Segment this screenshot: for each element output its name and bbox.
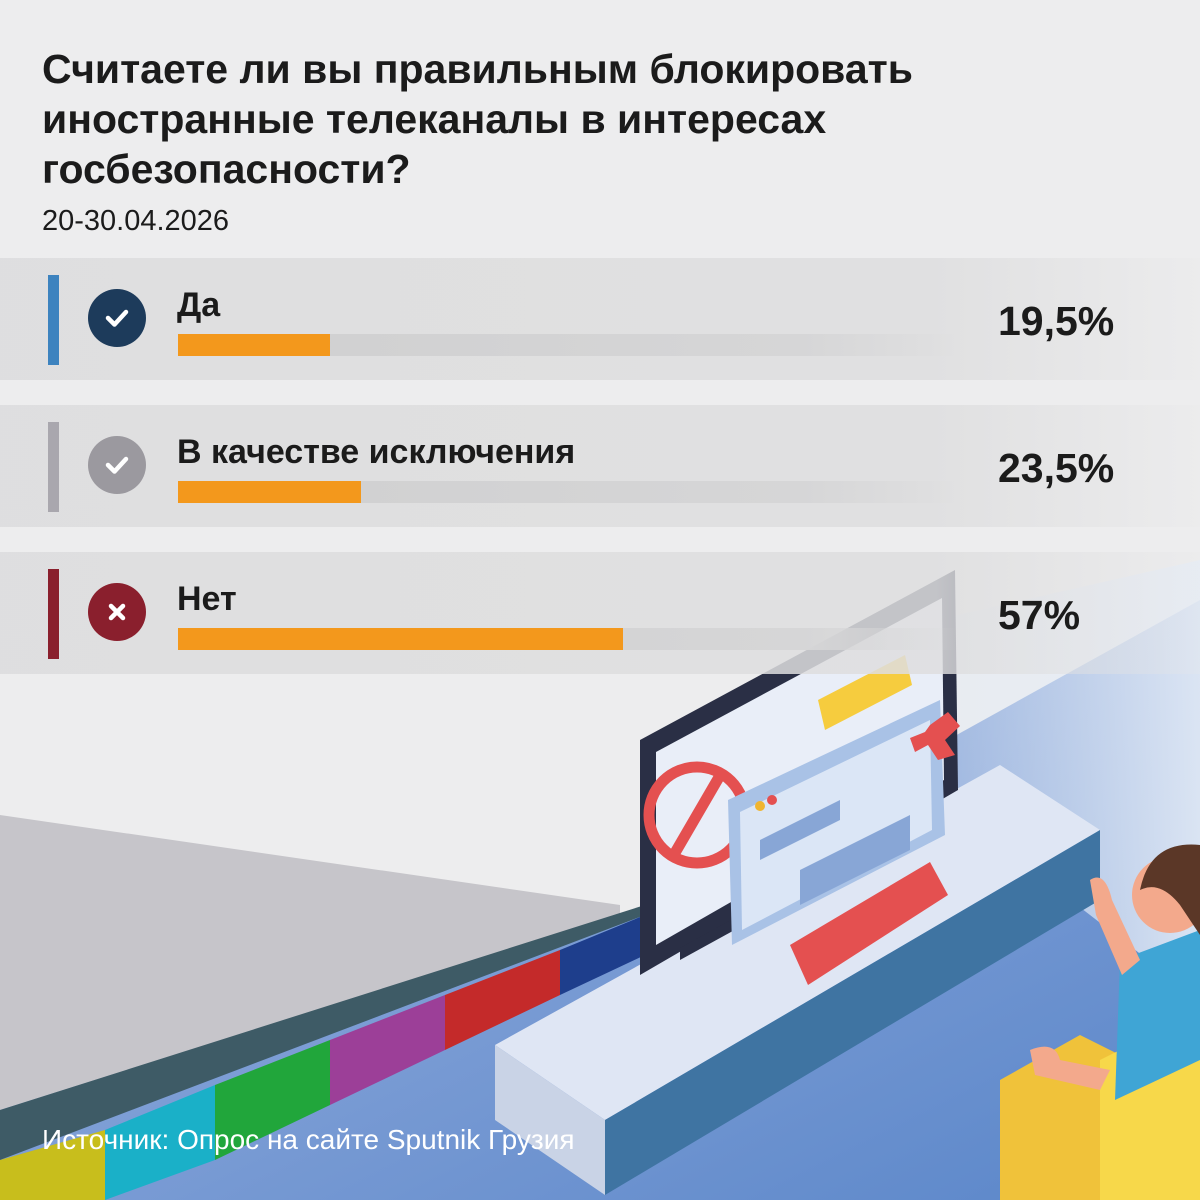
chart-title: Считаете ли вы правильным блокировать ин… — [42, 44, 1122, 194]
color-stripes — [0, 905, 645, 1200]
row-background — [0, 405, 1200, 527]
result-row-no: Нет 57% — [0, 552, 1200, 674]
result-row-exception: В качестве исключения 23,5% — [0, 405, 1200, 527]
person-illustration — [1000, 844, 1200, 1200]
bar-category-label: Да — [177, 286, 221, 324]
bar-value-label: 57% — [998, 592, 1081, 638]
title-line: госбезопасности? — [42, 146, 411, 192]
bar-value-label: 19,5% — [998, 298, 1115, 344]
check-icon — [88, 436, 146, 494]
row-accent — [48, 569, 59, 659]
source-note: Источник: Опрос на сайте Sputnik Грузия — [42, 1124, 575, 1155]
bar-value-label: 23,5% — [998, 445, 1115, 491]
row-accent — [48, 275, 59, 365]
results-chart: Да 19,5% В качестве исключения 23,5% Нет… — [0, 258, 1200, 699]
cross-icon — [88, 583, 146, 641]
bar — [178, 481, 361, 503]
title-line: иностранные телеканалы в интересах — [42, 96, 827, 142]
bar — [178, 334, 330, 356]
row-accent — [48, 422, 59, 512]
bar-track — [178, 628, 958, 650]
row-background — [0, 258, 1200, 380]
floor — [0, 600, 1200, 1200]
row-background — [0, 552, 1200, 674]
result-row-yes: Да 19,5% — [0, 258, 1200, 380]
check-icon — [88, 289, 146, 347]
bar-category-label: В качестве исключения — [177, 433, 576, 471]
bar-track — [178, 481, 958, 503]
title-line: Считаете ли вы правильным блокировать — [42, 46, 913, 92]
bar-track — [178, 334, 958, 356]
bar-category-label: Нет — [177, 580, 237, 618]
bar — [178, 628, 623, 650]
survey-date: 20-30.04.2026 — [42, 205, 230, 237]
